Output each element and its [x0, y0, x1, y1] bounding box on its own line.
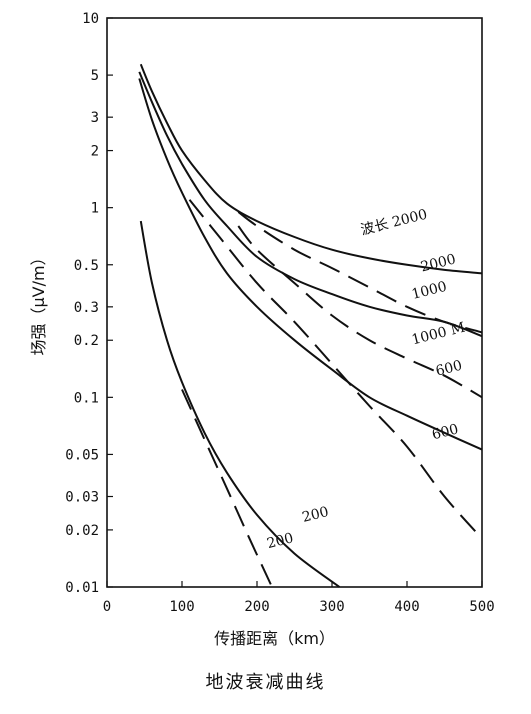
curve-label-6: 600 — [430, 421, 460, 443]
y-tick-label: 0.01 — [65, 580, 99, 596]
y-tick-label: 1 — [91, 201, 99, 217]
series-line-4 — [237, 225, 483, 399]
figure-caption: 地波衰减曲线 — [205, 672, 326, 693]
series-line-5 — [138, 78, 483, 451]
series-line-3 — [138, 71, 483, 338]
curve-label-2: 2000 — [419, 251, 457, 275]
y-axis-title: 场强（μV/m） — [29, 249, 48, 355]
curve-label-8: 200 — [265, 530, 295, 552]
x-tick-label: 300 — [319, 599, 344, 615]
y-tick-label: 2 — [91, 144, 99, 160]
y-tick-label: 0.02 — [65, 523, 99, 539]
curve-label-1: 波长 2000 — [359, 207, 429, 239]
plot-frame — [106, 17, 483, 588]
curve-label-7: 200 — [301, 504, 331, 526]
y-tick-label: 0.5 — [74, 258, 99, 274]
x-tick-label: 200 — [244, 599, 269, 615]
series-line-7 — [139, 220, 341, 588]
series-line-1 — [139, 63, 483, 275]
y-tick-label: 0.3 — [74, 300, 99, 316]
y-tick-label: 3 — [91, 110, 99, 126]
curve-label-4: 1000 M — [410, 320, 467, 349]
y-tick-label: 0.2 — [74, 333, 99, 349]
curve-label-5: 600 — [434, 358, 464, 380]
y-tick-label: 0.1 — [74, 390, 99, 406]
series-line-8 — [181, 389, 273, 588]
x-tick-label: 0 — [103, 599, 111, 615]
x-tick-label: 100 — [169, 599, 194, 615]
series-line-6 — [188, 199, 483, 540]
y-tick-label: 0.05 — [65, 447, 99, 463]
y-tick-label: 0.03 — [65, 490, 99, 506]
y-tick-label: 5 — [91, 68, 99, 84]
x-axis-title: 传播距离（km） — [214, 629, 335, 648]
x-tick-label: 400 — [394, 599, 419, 615]
y-tick-label: 10 — [82, 11, 99, 27]
x-tick-label: 500 — [469, 599, 494, 615]
curve-label-3: 1000 — [410, 279, 448, 303]
